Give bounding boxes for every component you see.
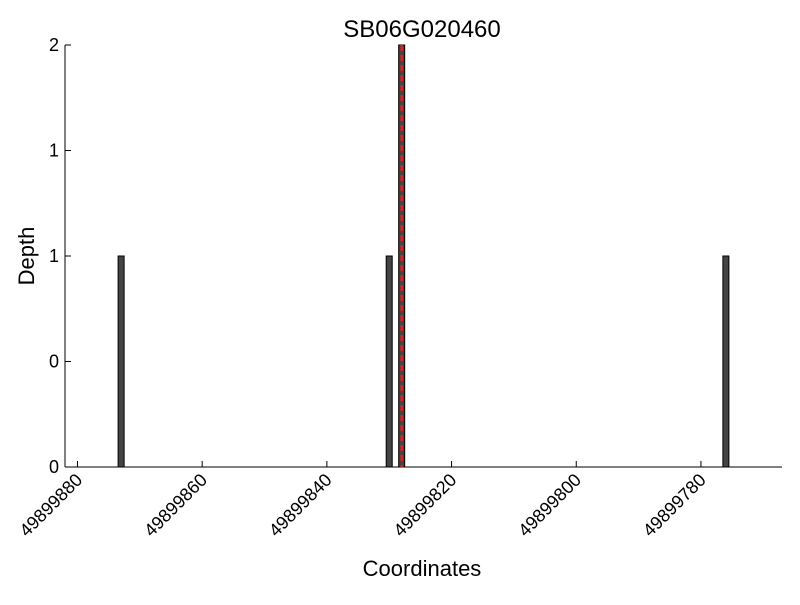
y-tick-label: 2 [49,35,59,55]
depth-bar [385,255,393,468]
x-tick-label: 49899880 [16,470,87,541]
x-tick-label: 49899800 [514,470,585,541]
plot-area: 0 0 1 1 2 49899880 49899860 49899840 49899820 498… [16,35,782,540]
x-tick-label: 49899860 [140,470,211,541]
depth-bar [722,255,730,468]
y-tick-label: 0 [49,457,59,477]
x-tick-label: 49899840 [265,470,336,541]
x-axis-label: Coordinates [363,556,482,581]
chart-title: SB06G020460 [343,16,500,43]
depth-bar [117,255,125,468]
x-tick-label: 49899780 [639,470,710,541]
y-axis-label: Depth [14,227,39,286]
y-tick-label: 1 [49,141,59,161]
y-tick-label: 1 [49,246,59,266]
y-tick-label: 0 [49,352,59,372]
x-tick-label: 49899820 [390,470,461,541]
